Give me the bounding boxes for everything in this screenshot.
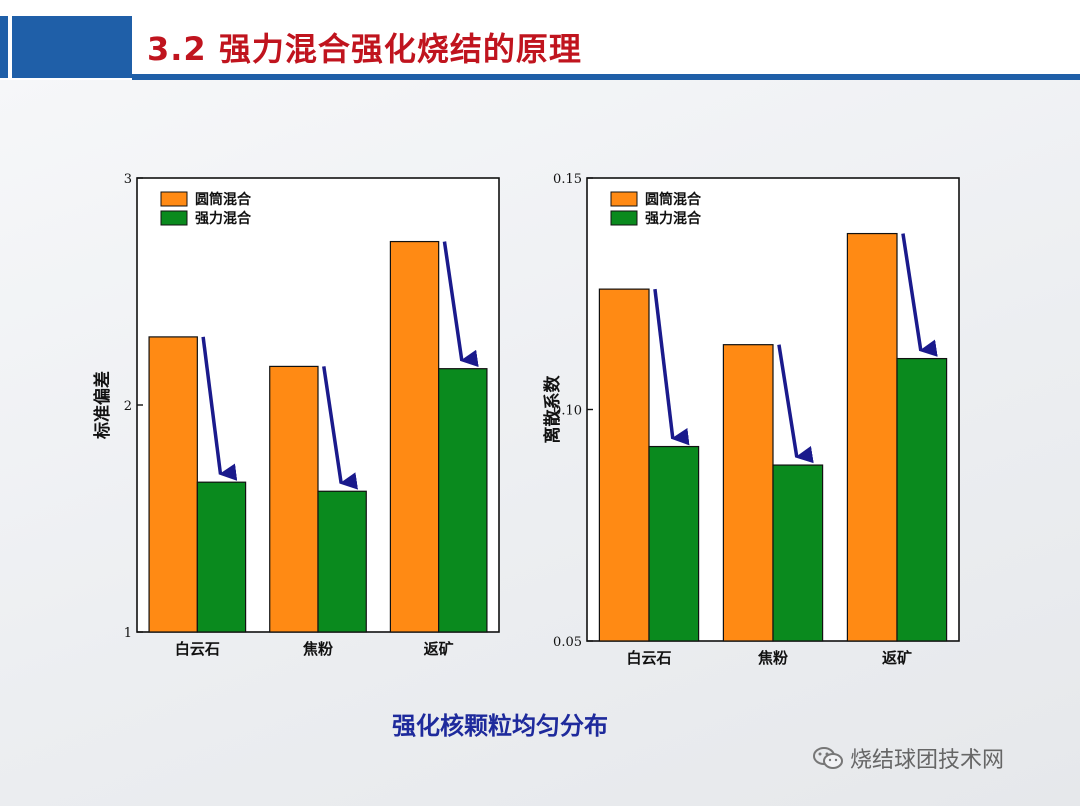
y-tick-label: 0.10 — [553, 404, 582, 419]
y-tick-label: 0.15 — [553, 172, 582, 187]
legend-swatch — [160, 210, 188, 226]
slide-title: 3.2 强力混合强化烧结的原理 — [147, 30, 582, 68]
x-tick-label: 焦粉 — [302, 640, 333, 658]
x-tick-label: 白云石 — [175, 640, 220, 658]
watermark-text: 烧结球团技术网 — [850, 748, 1005, 773]
legend-label: 圆筒混合 — [645, 191, 702, 208]
bar-drum-mix — [722, 344, 774, 642]
bar-strong-mix — [648, 445, 700, 642]
wechat-icon — [813, 747, 843, 769]
decrease-arrow — [442, 241, 479, 368]
y-axis-label: 离散系数 — [542, 375, 563, 444]
decrease-arrow — [653, 288, 690, 446]
legend-label: 强力混合 — [645, 210, 702, 227]
y-tick-label: 3 — [124, 172, 132, 187]
header-band — [0, 0, 1080, 80]
y-tick-label: 1 — [124, 626, 132, 641]
legend-label: 圆筒混合 — [195, 191, 252, 208]
decrease-arrow — [201, 336, 238, 481]
x-tick-label: 返矿 — [424, 640, 454, 658]
x-tick-label: 白云石 — [626, 649, 671, 667]
legend-swatch — [610, 210, 638, 226]
legend-swatch — [610, 191, 638, 207]
decrease-arrow — [777, 344, 814, 464]
header-accent-block — [12, 16, 132, 78]
bar-strong-mix — [896, 357, 948, 642]
legend-swatch — [160, 191, 188, 207]
watermark: 烧结球团技术网 — [812, 742, 1004, 774]
y-tick-label: 2 — [124, 399, 132, 414]
x-tick-label: 焦粉 — [757, 649, 788, 667]
x-tick-label: 返矿 — [882, 649, 912, 667]
bar-strong-mix — [438, 368, 488, 633]
bar-drum-mix — [148, 336, 198, 633]
y-axis-label: 标准偏差 — [92, 371, 113, 439]
header-accent-strip — [0, 16, 8, 78]
bar-drum-mix — [846, 232, 898, 642]
y-tick-label: 0.05 — [553, 635, 582, 650]
bar-drum-mix — [269, 365, 319, 633]
bar-drum-mix — [598, 288, 650, 642]
header-underline — [132, 74, 1080, 80]
bar-strong-mix — [317, 490, 367, 633]
decrease-arrow — [322, 366, 359, 490]
legend-label: 强力混合 — [195, 210, 252, 227]
bar-strong-mix — [772, 464, 824, 642]
bar-strong-mix — [196, 481, 247, 633]
decrease-arrow — [901, 233, 938, 357]
caption: 强化核颗粒均匀分布 — [392, 712, 608, 740]
bar-drum-mix — [389, 240, 440, 633]
